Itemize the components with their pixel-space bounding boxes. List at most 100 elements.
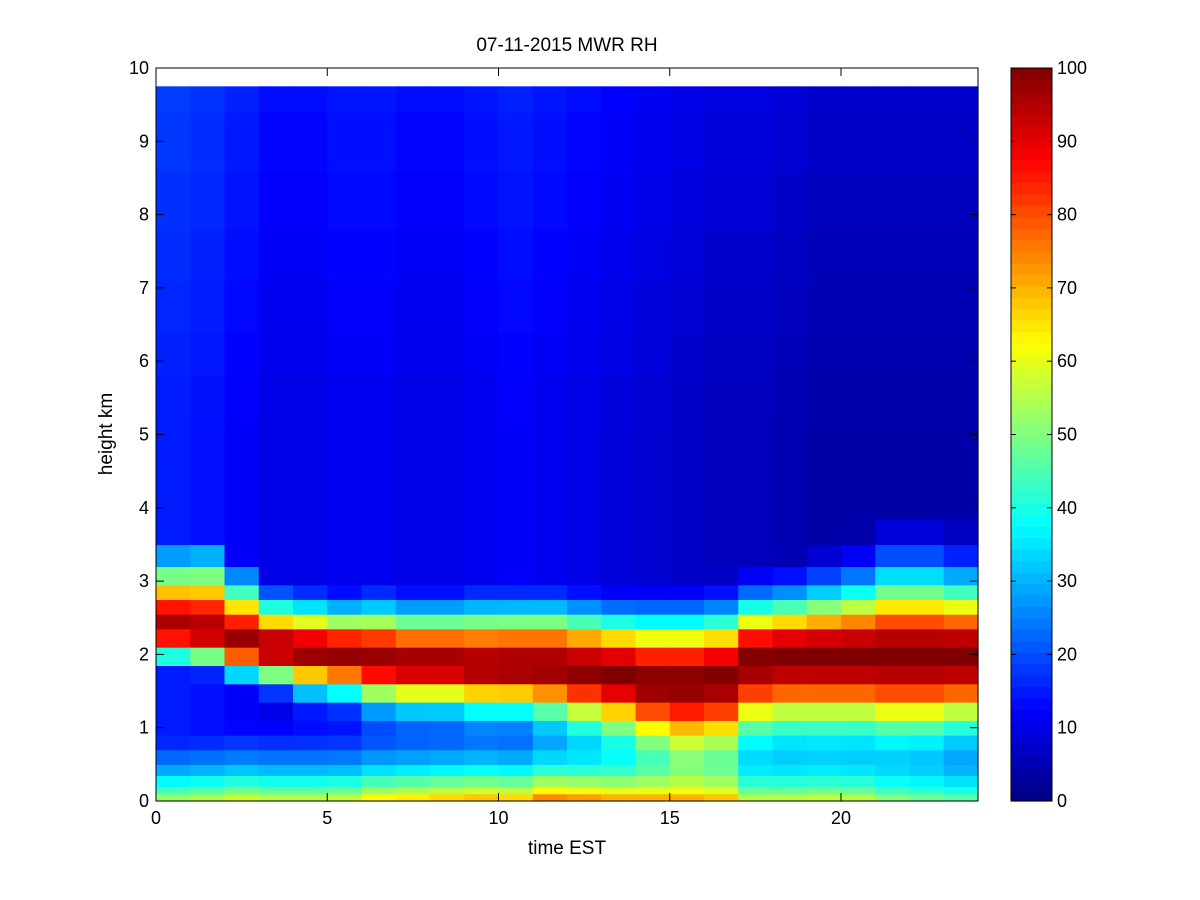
heatmap-cell [224,720,260,736]
heatmap-cell [464,599,500,615]
heatmap-cell [875,599,911,615]
y-axis: 0 1 2 3 4 5 6 7 8 9 10 [129,58,978,811]
heatmap-cell [430,749,465,765]
heatmap-cell [293,544,328,568]
heatmap-cell [909,229,945,282]
heatmap-cell [361,749,397,765]
heatmap-cell [841,331,876,377]
heatmap-cell [361,419,397,458]
heatmap-cell [601,229,637,282]
heatmap-cell [669,86,705,113]
heatmap-cell [601,720,637,736]
heatmap-cell [430,614,465,630]
heatmap-cell [841,720,876,736]
heatmap-cell [669,775,705,787]
heatmap-cell [841,280,876,333]
heatmap-cell [806,229,842,282]
heatmap-cell [704,599,739,615]
heatmap-cell [841,786,876,795]
heatmap-cell [327,111,363,172]
heatmap-cell [943,599,979,615]
heatmap-cell [498,518,534,546]
heatmap-cell [841,599,876,615]
colorbar-step [1011,319,1052,333]
heatmap-cell [567,628,602,648]
heatmap-cell [704,544,739,568]
colorbar-ticks: 0 10 20 30 40 50 60 70 80 90 100 [1011,58,1087,811]
heatmap-cell [293,702,328,721]
heatmap-cell [772,775,808,787]
heatmap-cell [293,720,328,736]
heatmap-cell [567,375,602,421]
y-tick-label: 7 [139,278,149,298]
heatmap-cell [224,566,260,586]
colorbar-step [1011,789,1052,802]
heatmap-cell [738,793,774,802]
heatmap-cell [395,614,431,630]
heatmap-cell [430,331,465,377]
heatmap-cell [156,518,191,546]
heatmap-cell [567,170,602,230]
colorbar-step [1011,262,1052,275]
colorbar-tick-label: 70 [1057,278,1077,298]
heatmap-cell [327,628,363,648]
heatmap-cell [875,749,911,765]
heatmap-cell [190,647,226,666]
heatmap-cell [669,566,705,586]
heatmap-cell [498,489,534,520]
heatmap-cell [806,419,842,458]
heatmap-cell [909,720,945,736]
heatmap-cell [943,456,979,491]
colorbar-step [1011,136,1052,149]
heatmap-cell [361,614,397,630]
heatmap-cell [601,86,637,113]
heatmap-cell [464,489,500,520]
heatmap-cell [361,735,397,751]
heatmap-cell [669,720,705,736]
colorbar-step [1011,331,1052,344]
colorbar-tick-label: 40 [1057,498,1077,518]
heatmap-cell [532,419,568,458]
heatmap-cell [669,735,705,751]
heatmap-cell [909,456,945,491]
heatmap-cell [909,665,945,685]
heatmap-cell [327,280,363,333]
heatmap-cell [669,793,705,802]
heatmap-cell [156,683,191,703]
colorbar-tick-label: 60 [1057,351,1077,371]
heatmap-cell [430,544,465,568]
heatmap-cell [601,489,637,520]
heatmap-cell [395,86,431,113]
heatmap-cell [635,111,671,172]
heatmap-cell [875,720,911,736]
heatmap-cell [498,375,534,421]
colorbar-step [1011,125,1052,138]
heatmap-cell [601,280,637,333]
heatmap-cell [293,280,328,333]
heatmap-cell [361,599,397,615]
heatmap-cell [464,614,500,630]
heatmap-cell [841,614,876,630]
heatmap-cell [532,735,568,751]
heatmap-cell [909,489,945,520]
heatmap-cell [498,702,534,721]
heatmap-cell [635,702,671,721]
heatmap-cell [361,86,397,113]
colorbar-step [1011,755,1052,768]
heatmap-cell [601,456,637,491]
heatmap-cell [498,566,534,586]
heatmap-cell [327,566,363,586]
heatmap-cell [224,489,260,520]
heatmap-cell [704,775,739,787]
heatmap-cell [772,735,808,751]
colorbar-step [1011,549,1052,562]
heatmap-cell [875,614,911,630]
heatmap-cell [601,665,637,685]
heatmap-cell [806,683,842,703]
heatmap-cell [293,628,328,648]
heatmap-cell [806,86,842,113]
heatmap-cell [258,647,294,666]
heatmap-cell [224,599,260,615]
colorbar-step [1011,159,1052,172]
heatmap-cell [190,456,226,491]
